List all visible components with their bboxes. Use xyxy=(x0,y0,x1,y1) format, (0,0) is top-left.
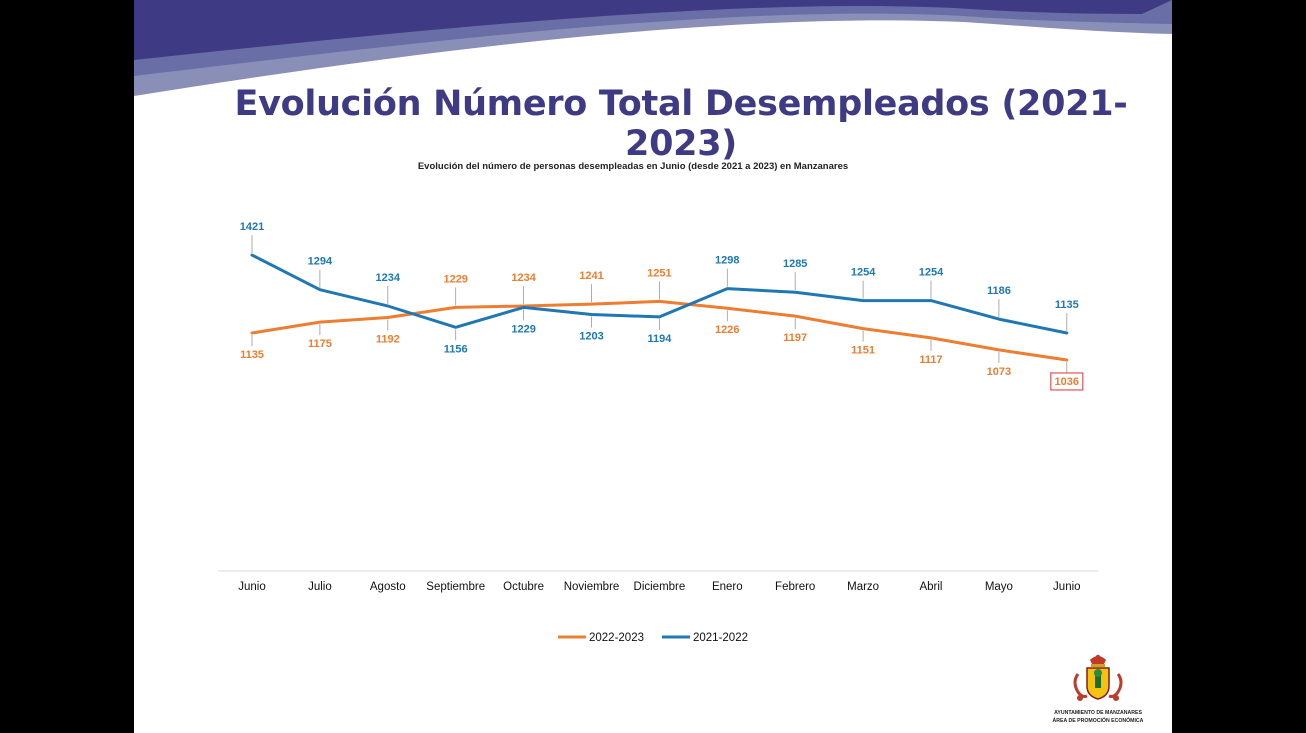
data-label: 1135 xyxy=(240,349,264,361)
data-label: 1175 xyxy=(308,338,332,350)
x-tick-label: Diciembre xyxy=(634,581,686,593)
x-tick-label: Julio xyxy=(308,581,332,593)
logo-line-2: ÁREA DE PROMOCIÓN ECONÓMICA xyxy=(1052,718,1144,724)
banner-wave-dark xyxy=(134,0,1172,60)
header-banner xyxy=(134,0,1172,96)
x-tick-label: Junio xyxy=(238,581,266,593)
data-label: 1234 xyxy=(376,272,401,284)
x-tick-label: Febrero xyxy=(775,581,815,593)
data-label: 1226 xyxy=(715,324,739,336)
data-label: 1186 xyxy=(987,285,1011,297)
highlight-box xyxy=(1050,372,1084,391)
data-label: 1073 xyxy=(987,366,1011,378)
data-label: 1151 xyxy=(851,345,875,357)
x-tick-label: Agosto xyxy=(370,581,406,593)
legend-label: 2021-2022 xyxy=(693,632,748,644)
data-label: 1234 xyxy=(511,272,536,284)
series-layer xyxy=(250,253,1069,362)
x-tick-label: Mayo xyxy=(985,581,1013,593)
data-label: 1254 xyxy=(919,267,944,279)
series-line-2022-2023 xyxy=(250,299,1069,362)
data-label: 1203 xyxy=(579,330,603,342)
data-label: 1251 xyxy=(647,267,671,279)
data-labels-layer: 1135 1175 1192 1229 1234 1241 1251 1226 1197 1151… xyxy=(240,221,1084,391)
x-tick-label: Marzo xyxy=(847,581,879,593)
data-label: 1254 xyxy=(851,267,876,279)
coat-of-arms-icon xyxy=(1073,654,1123,701)
x-tick-label: Septiembre xyxy=(426,581,485,593)
data-label: 1036 xyxy=(1055,376,1079,388)
data-label: 1156 xyxy=(444,343,468,355)
data-label: 1197 xyxy=(783,332,807,344)
logo: AYUNTAMIENTO DE MANZANARES ÁREA DE PROMO… xyxy=(1038,652,1158,730)
x-tick-label: Octubre xyxy=(503,581,544,593)
x-tick-label: Junio xyxy=(1053,581,1081,593)
data-label: 1294 xyxy=(308,256,333,268)
slide-title: Evolución Número Total Desempleados (202… xyxy=(234,84,1128,164)
series-line-2021-2022 xyxy=(250,253,1069,335)
legend: 2022-2023 2021-2022 xyxy=(558,632,748,644)
data-label: 1135 xyxy=(1055,299,1079,311)
x-axis-tick-labels: Junio Julio Agosto Septiembre Octubre Noviemb… xyxy=(238,581,1080,593)
slide: Evolución Número Total Desempleados (202… xyxy=(134,0,1172,733)
line-chart: Evolución del número de personas desempl… xyxy=(218,161,1098,644)
data-label: 1229 xyxy=(511,323,535,335)
data-label: 1421 xyxy=(240,221,264,233)
data-label: 1285 xyxy=(783,258,807,270)
chart-title: Evolución del número de personas desempl… xyxy=(418,161,848,172)
x-tick-label: Enero xyxy=(712,581,743,593)
data-label: 1229 xyxy=(443,273,467,285)
data-label: 1241 xyxy=(579,270,603,282)
x-tick-label: Noviembre xyxy=(564,581,620,593)
data-label: 1194 xyxy=(647,333,672,345)
data-label: 1192 xyxy=(376,333,400,345)
data-label: 1117 xyxy=(919,354,942,366)
x-tick-label: Abril xyxy=(919,581,942,593)
logo-line-1: AYUNTAMIENTO DE MANZANARES xyxy=(1054,710,1142,716)
legend-label: 2022-2023 xyxy=(589,632,644,644)
data-label: 1298 xyxy=(715,255,739,267)
